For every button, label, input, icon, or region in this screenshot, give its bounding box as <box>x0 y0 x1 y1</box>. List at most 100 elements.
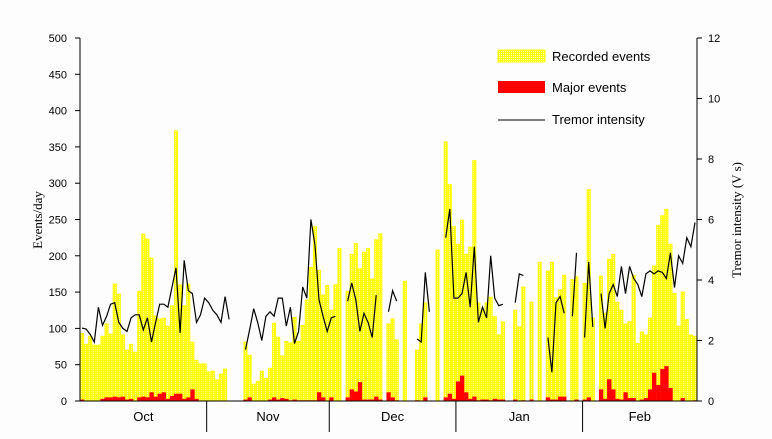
left-tick-label: 250 <box>49 215 67 227</box>
major-bar <box>153 396 158 401</box>
recorded-bar <box>337 248 342 402</box>
month-label: Jan <box>509 409 530 424</box>
recorded-bar <box>627 321 632 402</box>
recorded-bar <box>112 283 117 402</box>
recorded-bar <box>137 290 142 402</box>
major-bar <box>451 398 457 401</box>
major-bar <box>680 398 685 401</box>
recorded-bar <box>284 340 289 402</box>
recorded-bar <box>198 363 203 402</box>
legend-label-major: Major events <box>552 80 627 95</box>
legend: Recorded events Major events Tremor inte… <box>497 49 651 127</box>
recorded-bar <box>157 318 162 402</box>
recorded-bar <box>178 284 183 402</box>
recorded-bar <box>443 141 448 402</box>
major-bar <box>598 389 604 401</box>
left-tick-label: 500 <box>49 33 67 45</box>
tremor-segment <box>547 295 565 373</box>
major-bar <box>243 399 248 401</box>
recorded-bar <box>108 333 113 402</box>
major-bar <box>639 399 645 401</box>
major-bar <box>668 387 673 401</box>
left-tick-label: 300 <box>49 178 67 190</box>
major-events-bars <box>80 366 698 401</box>
recorded-bar <box>480 309 485 402</box>
major-bar <box>361 399 367 401</box>
major-bar <box>472 396 477 401</box>
major-bar <box>553 399 559 401</box>
recorded-bar <box>259 370 264 402</box>
major-bar <box>194 398 199 401</box>
major-bar <box>443 397 448 401</box>
recorded-bar <box>496 334 501 402</box>
recorded-bar <box>492 316 497 402</box>
recorded-bar <box>141 233 146 402</box>
major-bar <box>656 385 661 401</box>
recorded-bar <box>96 344 101 402</box>
recorded-bar <box>680 291 685 402</box>
recorded-bar <box>529 301 534 402</box>
major-bar <box>496 399 502 401</box>
tremor-segment <box>244 219 336 350</box>
major-bar <box>455 381 461 401</box>
major-bar <box>664 366 669 401</box>
recorded-bar <box>104 323 109 402</box>
recorded-bar <box>451 226 456 402</box>
major-bar <box>353 391 359 401</box>
left-axis-label: Events/day <box>30 191 45 249</box>
recorded-bar <box>378 233 383 402</box>
recorded-bar <box>92 344 97 402</box>
recorded-bar <box>169 305 174 402</box>
recorded-bar <box>349 253 354 402</box>
recorded-bar <box>308 266 313 402</box>
recorded-bar <box>100 335 105 402</box>
recorded-bar <box>460 219 465 402</box>
recorded-bar <box>656 224 661 402</box>
recorded-bar <box>455 243 461 402</box>
right-tick-label: 0 <box>708 396 714 408</box>
right-tick-label: 4 <box>708 275 714 287</box>
tremor-segment <box>416 272 430 344</box>
major-bar <box>529 399 534 401</box>
major-bar <box>374 396 379 401</box>
major-bar <box>545 397 551 401</box>
major-bar <box>267 399 273 401</box>
major-bar <box>480 399 485 401</box>
major-bar <box>276 399 281 401</box>
major-bar <box>182 398 187 401</box>
recorded-bar <box>329 309 334 402</box>
recorded-bar <box>590 317 595 402</box>
recorded-bar <box>214 379 219 402</box>
right-tick-label: 6 <box>708 215 714 227</box>
recorded-bar <box>353 242 358 402</box>
recorded-bar <box>255 380 260 402</box>
major-bar <box>484 399 489 401</box>
tremor-segment <box>347 282 377 338</box>
major-bar <box>582 399 587 401</box>
major-bar <box>513 399 518 401</box>
major-bar <box>100 398 105 401</box>
major-bar <box>169 395 175 401</box>
recorded-bar <box>684 319 689 402</box>
major-bar <box>423 397 428 401</box>
major-bar <box>186 397 191 401</box>
recorded-bar <box>615 301 620 402</box>
major-bar <box>603 398 608 401</box>
major-bar <box>247 397 252 401</box>
recorded-bar <box>611 253 616 402</box>
major-bar <box>149 392 154 401</box>
major-bar <box>272 397 277 401</box>
major-bar <box>357 382 363 401</box>
recorded-bar <box>668 243 673 402</box>
recorded-bar <box>186 283 191 402</box>
major-bar <box>284 398 289 401</box>
major-bar <box>492 398 497 401</box>
major-bar <box>137 397 142 401</box>
legend-swatch-major <box>498 81 545 93</box>
recorded-bar <box>643 334 648 402</box>
recorded-bar <box>182 305 187 402</box>
major-bar <box>157 393 162 401</box>
recorded-bar <box>415 349 420 402</box>
recorded-bar <box>435 249 440 402</box>
